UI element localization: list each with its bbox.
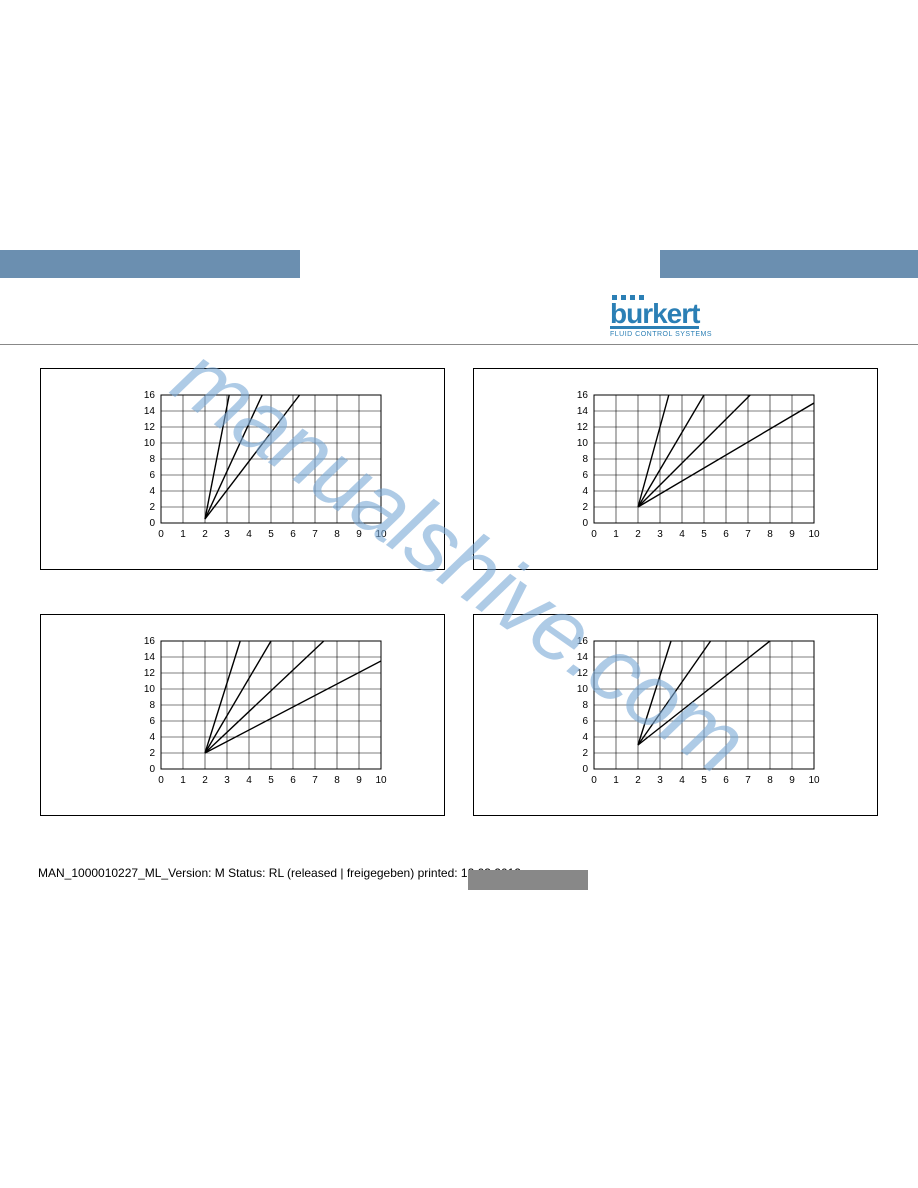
x-tick-label: 0 [158,529,164,540]
x-tick-label: 3 [224,529,230,540]
y-tick-label: 12 [144,668,156,679]
y-tick-label: 8 [582,700,588,711]
y-tick-label: 12 [577,422,589,433]
y-tick-label: 4 [582,486,588,497]
document-page: burkert FLUID CONTROL SYSTEMS 0123456789… [0,0,918,1188]
x-tick-label: 3 [224,775,230,786]
y-tick-label: 16 [144,390,156,401]
x-tick-label: 0 [591,775,597,786]
y-tick-label: 0 [149,518,155,529]
x-tick-label: 3 [657,529,663,540]
x-tick-label: 5 [268,775,274,786]
x-tick-label: 6 [290,529,296,540]
y-tick-label: 4 [149,732,155,743]
y-tick-label: 8 [149,700,155,711]
y-tick-label: 6 [582,716,588,727]
x-tick-label: 4 [679,775,685,786]
y-tick-label: 8 [582,454,588,465]
charts-grid: 0123456789100246810121416 01234567891002… [40,368,878,816]
x-tick-label: 9 [789,529,795,540]
header-bar-right [660,250,918,278]
x-tick-label: 10 [375,529,387,540]
y-tick-label: 10 [144,684,156,695]
x-tick-label: 8 [767,775,773,786]
x-tick-label: 4 [679,529,685,540]
x-tick-label: 2 [202,775,208,786]
y-tick-label: 8 [149,454,155,465]
x-tick-label: 10 [375,775,387,786]
x-tick-label: 3 [657,775,663,786]
chart-panel-bl: 0123456789100246810121416 [40,614,445,816]
y-tick-label: 12 [577,668,589,679]
x-tick-label: 7 [745,529,751,540]
x-tick-label: 1 [613,775,619,786]
chart-br-svg: 0123456789100246810121416 [564,633,824,805]
header-bar-left [0,250,300,278]
x-tick-label: 7 [312,529,318,540]
x-tick-label: 5 [701,529,707,540]
y-tick-label: 10 [577,438,589,449]
y-tick-label: 6 [149,716,155,727]
x-tick-label: 2 [635,775,641,786]
x-tick-label: 0 [158,775,164,786]
x-tick-label: 2 [202,529,208,540]
x-tick-label: 10 [808,775,820,786]
chart-tr-svg: 0123456789100246810121416 [564,387,824,559]
y-tick-label: 2 [582,502,588,513]
y-tick-label: 14 [144,652,156,663]
x-tick-label: 8 [334,775,340,786]
x-tick-label: 5 [701,775,707,786]
y-tick-label: 2 [582,748,588,759]
y-tick-label: 2 [149,748,155,759]
y-tick-label: 12 [144,422,156,433]
y-tick-label: 14 [577,652,589,663]
x-tick-label: 1 [613,529,619,540]
header-divider [0,344,918,345]
footer-meta-text: MAN_1000010227_ML_Version: M Status: RL … [38,866,521,880]
y-tick-label: 6 [149,470,155,481]
x-tick-label: 9 [356,529,362,540]
y-tick-label: 2 [149,502,155,513]
y-tick-label: 16 [144,636,156,647]
y-tick-label: 10 [577,684,589,695]
y-tick-label: 0 [582,764,588,775]
x-tick-label: 9 [356,775,362,786]
x-tick-label: 4 [246,529,252,540]
brand-logo: burkert FLUID CONTROL SYSTEMS [610,295,712,338]
y-tick-label: 14 [144,406,156,417]
x-tick-label: 7 [312,775,318,786]
y-tick-label: 16 [577,390,589,401]
chart-panel-tl: 0123456789100246810121416 [40,368,445,570]
x-tick-label: 8 [767,529,773,540]
y-tick-label: 4 [582,732,588,743]
y-tick-label: 6 [582,470,588,481]
chart-panel-tr: 0123456789100246810121416 [473,368,878,570]
chart-tl-svg: 0123456789100246810121416 [131,387,391,559]
x-tick-label: 1 [180,529,186,540]
y-tick-label: 10 [144,438,156,449]
x-tick-label: 6 [290,775,296,786]
y-tick-label: 14 [577,406,589,417]
x-tick-label: 4 [246,775,252,786]
logo-brand-text: burkert [610,302,699,329]
chart-panel-br: 0123456789100246810121416 [473,614,878,816]
chart-bl-svg: 0123456789100246810121416 [131,633,391,805]
footer-page-bar [468,870,588,890]
x-tick-label: 6 [723,529,729,540]
x-tick-label: 8 [334,529,340,540]
y-tick-label: 0 [582,518,588,529]
x-tick-label: 9 [789,775,795,786]
x-tick-label: 1 [180,775,186,786]
x-tick-label: 0 [591,529,597,540]
y-tick-label: 0 [149,764,155,775]
y-tick-label: 16 [577,636,589,647]
logo-tagline: FLUID CONTROL SYSTEMS [610,331,712,338]
x-tick-label: 7 [745,775,751,786]
x-tick-label: 6 [723,775,729,786]
x-tick-label: 2 [635,529,641,540]
x-tick-label: 5 [268,529,274,540]
y-tick-label: 4 [149,486,155,497]
x-tick-label: 10 [808,529,820,540]
